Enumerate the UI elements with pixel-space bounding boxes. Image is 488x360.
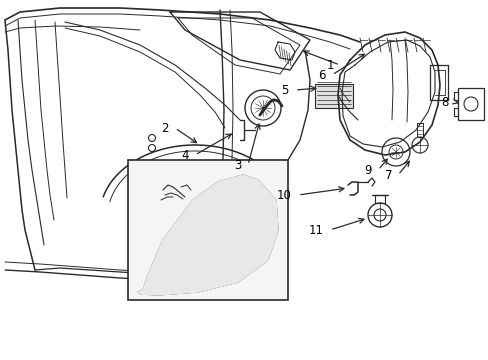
Text: 10: 10	[277, 189, 291, 202]
Bar	[128, 160, 287, 300]
Bar	[314, 84, 352, 108]
Polygon shape	[138, 175, 278, 295]
Text: 11: 11	[308, 224, 324, 237]
Text: 9: 9	[364, 163, 371, 176]
Text: 2: 2	[161, 122, 169, 135]
Text: 6: 6	[318, 68, 325, 81]
Text: 5: 5	[281, 84, 288, 96]
Bar	[457, 88, 483, 120]
Text: 7: 7	[384, 168, 391, 181]
Text: 1: 1	[326, 59, 333, 72]
Text: 3: 3	[234, 158, 242, 171]
Text: 4: 4	[181, 149, 189, 162]
Text: 8: 8	[441, 95, 448, 108]
